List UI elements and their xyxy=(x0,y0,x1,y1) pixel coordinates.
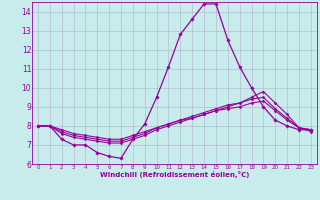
X-axis label: Windchill (Refroidissement éolien,°C): Windchill (Refroidissement éolien,°C) xyxy=(100,171,249,178)
